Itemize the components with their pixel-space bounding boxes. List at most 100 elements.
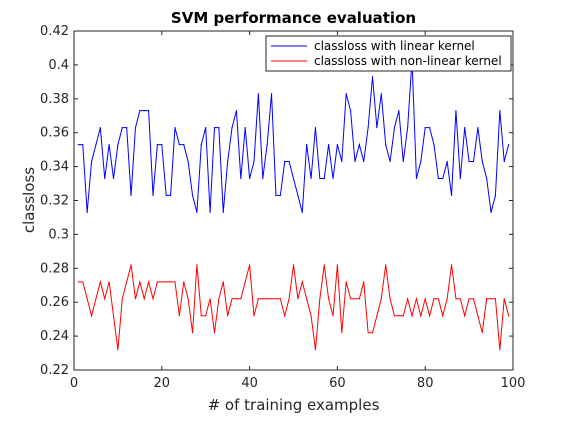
data-point-linear [494,194,497,197]
data-point-non-linear [446,298,448,300]
data-point-non-linear [196,264,198,266]
data-point-linear [205,127,207,129]
data-point-non-linear [345,281,347,283]
data-point-linear [284,160,286,163]
data-point-linear [345,93,347,95]
data-point-non-linear [205,315,207,317]
data-point-linear [407,127,409,129]
data-point-non-linear [411,315,413,317]
data-point-non-linear [314,349,317,351]
data-point-non-linear [367,332,369,334]
data-point-linear [508,143,510,146]
data-point-linear [117,143,119,146]
data-point-non-linear [354,298,356,300]
data-point-non-linear [275,298,277,300]
data-point-non-linear [319,298,321,300]
data-point-non-linear [301,281,303,283]
data-point-linear [209,211,211,213]
data-point-linear [499,110,501,112]
data-point-non-linear [297,298,299,300]
y-tick-label: 0.34 [40,160,69,175]
data-point-non-linear [130,264,132,266]
data-point-linear [341,160,343,163]
data-point-non-linear [227,315,229,317]
data-point-non-linear [385,264,387,266]
data-point-linear [218,127,220,129]
data-point-non-linear [253,315,255,317]
data-point-linear [108,143,110,146]
data-point-linear [165,194,167,197]
data-point-linear [191,194,194,197]
data-point-linear [363,160,365,163]
data-point-non-linear [183,281,185,283]
data-point-linear [446,160,448,163]
y-tick-label: 0.3 [48,227,69,242]
data-point-non-linear [139,281,141,283]
data-point-non-linear [169,281,172,283]
data-point-linear [472,160,475,163]
data-point-non-linear [332,315,334,317]
data-point-linear [126,127,128,129]
data-point-non-linear [90,315,93,317]
legend-label-nonlinear: classloss with non-linear kernel [314,54,502,68]
data-point-non-linear [306,298,308,300]
data-point-non-linear [464,315,466,317]
data-point-non-linear [270,298,273,300]
chart-title: SVM performance evaluation [171,9,416,27]
data-point-linear [112,177,115,180]
data-point-linear [358,143,360,146]
data-point-linear [415,177,418,180]
data-point-non-linear [95,298,97,300]
data-point-linear [319,177,321,180]
data-point-linear [503,160,505,163]
data-point-non-linear [349,298,352,300]
data-point-non-linear [161,281,163,283]
data-point-linear [139,110,141,112]
data-point-linear [486,177,488,180]
data-point-non-linear [209,298,211,300]
legend-box [265,35,512,72]
data-point-linear [477,127,479,129]
data-point-non-linear [213,332,216,334]
data-point-non-linear [428,315,431,317]
data-point-non-linear [156,281,159,283]
data-point-non-linear [99,281,101,283]
data-point-non-linear [450,264,453,266]
data-point-linear [231,127,233,129]
data-point-linear [455,110,457,112]
data-point-non-linear [86,298,88,300]
data-point-non-linear [459,298,461,300]
data-point-non-linear [486,298,488,300]
data-point-non-linear [231,298,233,300]
data-point-linear [385,143,387,146]
data-point-non-linear [121,298,123,300]
data-point-non-linear [336,264,338,266]
data-point-non-linear [490,298,492,300]
y-tick-label: 0.32 [40,194,69,209]
data-point-non-linear [494,298,497,300]
data-point-linear [257,93,259,95]
x-tick-label: 100 [501,376,526,391]
data-point-linear [90,160,93,163]
data-point-linear [402,160,404,163]
data-point-non-linear [104,298,106,300]
data-point-linear [95,143,97,146]
data-point-non-linear [389,298,391,300]
data-point-linear [196,211,198,213]
data-point-linear [222,211,224,213]
data-point-non-linear [442,315,444,317]
data-point-linear [398,110,400,112]
data-point-linear [253,160,255,163]
data-point-non-linear [402,315,404,317]
x-tick-label: 20 [154,376,171,391]
data-point-non-linear [187,298,189,300]
data-point-linear [323,177,325,180]
y-tick-label: 0.42 [40,24,69,39]
x-tick-label: 80 [417,376,434,391]
data-point-non-linear [455,298,457,300]
data-point-non-linear [376,315,378,317]
data-point-non-linear [424,298,426,300]
data-point-linear [424,127,426,129]
